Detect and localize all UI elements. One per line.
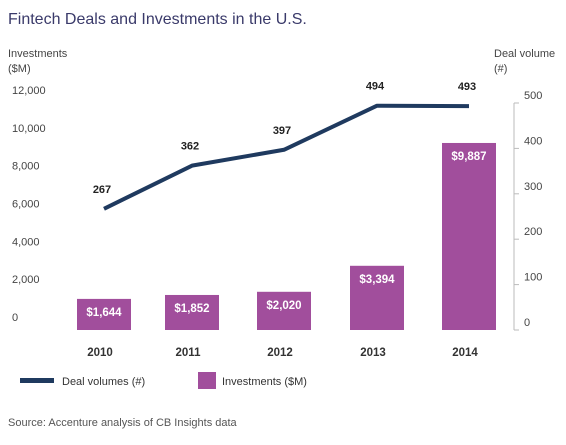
x-tick-label: 2013 bbox=[360, 347, 386, 359]
bar-2011 bbox=[165, 294, 219, 330]
right-tick-label: 500 bbox=[524, 90, 542, 102]
right-axis: 0 100 200 300 400 500 bbox=[514, 90, 542, 331]
left-tick-label: 0 bbox=[12, 312, 18, 324]
line-value-label: 397 bbox=[273, 125, 291, 137]
line-value-label: 493 bbox=[458, 81, 476, 93]
left-tick-label: 10,000 bbox=[12, 123, 46, 135]
right-tick-label: 0 bbox=[524, 317, 530, 329]
bar-value-label: $9,887 bbox=[451, 151, 486, 163]
line-value-label: 267 bbox=[93, 184, 111, 196]
left-axis-title-line1: Investments bbox=[8, 48, 68, 60]
line-value-label: 362 bbox=[181, 141, 199, 153]
legend-swatch-investments bbox=[198, 372, 216, 389]
source-note: Source: Accenture analysis of CB Insight… bbox=[8, 417, 238, 429]
x-axis: 2010 2011 2012 2013 2014 bbox=[87, 347, 478, 359]
right-axis-title-line2: (#) bbox=[494, 63, 507, 75]
line-value-label: 494 bbox=[366, 81, 385, 93]
left-tick-label: 4,000 bbox=[12, 236, 40, 248]
bar-2014 bbox=[442, 142, 496, 330]
legend: Deal volumes (#) Investments ($M) bbox=[20, 372, 307, 389]
right-axis-title-line1: Deal volume bbox=[494, 48, 555, 60]
bar-value-label: $3,394 bbox=[359, 274, 395, 286]
line-series: 267 362 397 494 493 bbox=[93, 81, 476, 211]
left-tick-label: 6,000 bbox=[12, 199, 40, 211]
deal-volume-line bbox=[103, 103, 470, 211]
left-tick-label: 12,000 bbox=[12, 85, 46, 97]
right-tick-label: 100 bbox=[524, 272, 542, 284]
legend-label-deal-volumes: Deal volumes (#) bbox=[62, 376, 145, 388]
left-tick-label: 2,000 bbox=[12, 274, 40, 286]
legend-label-investments: Investments ($M) bbox=[222, 376, 307, 388]
bar-value-label: $1,644 bbox=[86, 307, 122, 319]
bar-2012 bbox=[257, 291, 311, 330]
x-tick-label: 2011 bbox=[176, 347, 202, 359]
left-axis: 0 2,000 4,000 6,000 8,000 10,000 12,000 bbox=[12, 85, 46, 324]
left-axis-title-line2: ($M) bbox=[8, 63, 31, 75]
bar-2013 bbox=[350, 265, 404, 330]
bar-value-label: $1,852 bbox=[174, 303, 209, 315]
chart-title: Fintech Deals and Investments in the U.S… bbox=[8, 11, 307, 28]
x-tick-label: 2014 bbox=[452, 347, 478, 359]
bar-2010 bbox=[77, 298, 131, 330]
x-tick-label: 2012 bbox=[267, 347, 293, 359]
right-tick-label: 400 bbox=[524, 135, 542, 147]
bar-series: $1,644 $1,852 $2,020 $3,394 $9,887 bbox=[77, 142, 496, 330]
legend-swatch-deal-volumes bbox=[20, 378, 54, 383]
x-tick-label: 2010 bbox=[87, 347, 113, 359]
right-tick-label: 200 bbox=[524, 226, 542, 238]
right-tick-label: 300 bbox=[524, 181, 542, 193]
left-tick-label: 8,000 bbox=[12, 161, 40, 173]
bar-value-label: $2,020 bbox=[266, 300, 301, 312]
